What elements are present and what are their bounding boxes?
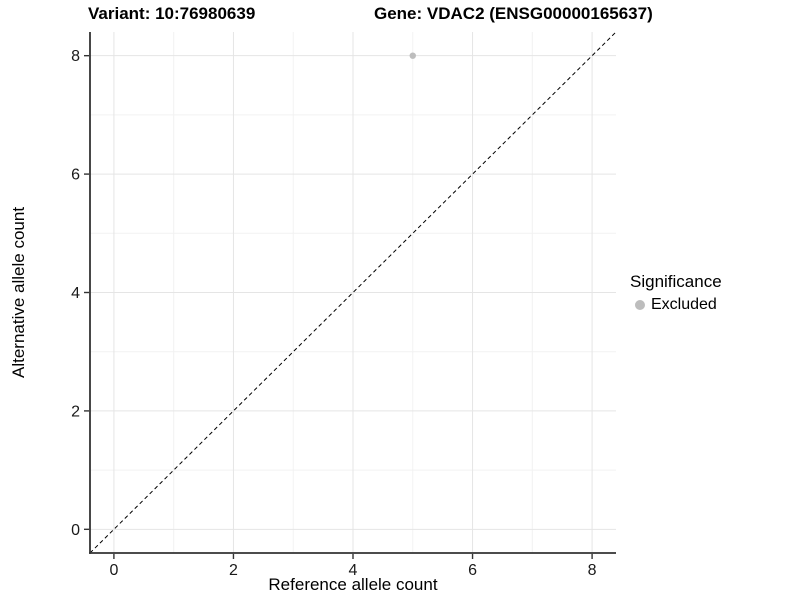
- y-tick-label: 6: [71, 167, 80, 184]
- y-tick-label: 0: [71, 522, 80, 539]
- y-tick-label: 4: [71, 285, 80, 302]
- identity-dashed-line: [89, 31, 617, 554]
- legend-title: Significance: [630, 272, 722, 291]
- data-point-excluded: [409, 52, 416, 59]
- y-tick-label: 8: [71, 48, 80, 65]
- legend-item-label: Excluded: [651, 296, 717, 313]
- excluded-point-swatch-icon: [635, 300, 645, 310]
- x-tick-label: 4: [349, 562, 358, 579]
- plot-title-variant: Variant: 10:76980639: [88, 4, 256, 23]
- x-tick-label: 8: [588, 562, 597, 579]
- legend-item-excluded: Excluded: [630, 296, 722, 314]
- y-axis-title: Alternative allele count: [9, 206, 28, 379]
- x-tick-label: 2: [229, 562, 238, 579]
- x-tick-label: 6: [468, 562, 477, 579]
- legend: Significance Excluded: [630, 272, 722, 314]
- plot-title-gene: Gene: VDAC2 (ENSG00000165637): [374, 4, 653, 23]
- x-tick-label: 0: [109, 562, 118, 579]
- y-tick-label: 2: [71, 403, 80, 420]
- x-axis-title: Reference allele count: [268, 575, 438, 594]
